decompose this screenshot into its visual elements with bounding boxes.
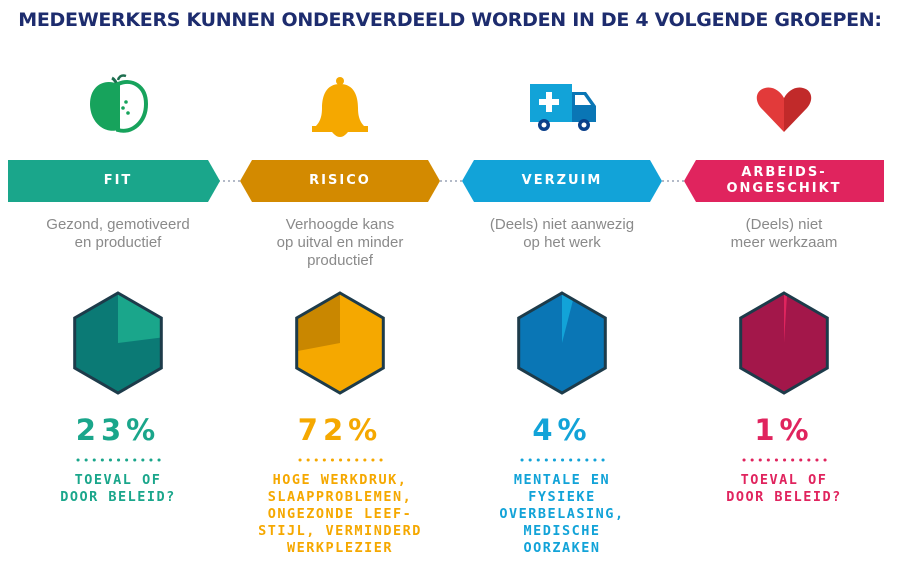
dots-divider (76, 458, 162, 462)
note-line: STIJL, VERMINDERD (258, 523, 422, 539)
heart-icon (756, 87, 812, 132)
description-line: en productief (74, 234, 162, 251)
note-line: TOEVAL OF (740, 472, 828, 488)
banner-shape (684, 160, 884, 202)
hexagon-fill (784, 293, 790, 343)
group-verzuim: VERZUIM (Deels) niet aanwezig op het wer… (452, 0, 672, 572)
note-line: TOEVAL OF (74, 472, 162, 488)
hexagon-outline (739, 291, 829, 395)
connector-2 (440, 180, 462, 182)
dots-divider (298, 458, 384, 462)
description-line: (Deels) niet aanwezig (489, 216, 635, 233)
percentage-value: 23% (75, 413, 161, 447)
note-line: WERKPLEZIER (287, 540, 393, 556)
banner-shape (462, 160, 662, 202)
group-note: HOGE WERKDRUK, SLAAPPROBLEMEN, ONGEZONDE… (230, 472, 450, 557)
percentage-value: 72% (297, 413, 383, 447)
banner-shape (240, 160, 440, 202)
group-note: MENTALE EN FYSIEKE OVERBELASING, MEDISCH… (452, 472, 672, 557)
note-line: MENTALE EN (513, 472, 611, 488)
description-line: op uitval en minder (276, 234, 404, 251)
banner-label: ARBEIDS- ONGESCHIKT (674, 160, 894, 202)
description-line: Gezond, gemotiveerd (46, 216, 190, 233)
banner-label: VERZUIM (521, 173, 603, 188)
group-note: TOEVAL OF DOOR BELEID? (674, 472, 894, 506)
group-description: (Deels) niet aanwezig op het werk (462, 216, 662, 252)
banner-risico: RISICO (230, 160, 450, 202)
banner-label-line: ARBEIDS- (741, 165, 827, 180)
note-line: OORZAKEN (523, 540, 601, 556)
connector-1 (218, 180, 240, 182)
banner-arbeidsongeschikt: ARBEIDS- ONGESCHIKT (674, 160, 894, 202)
note-line: FYSIEKE (528, 489, 596, 505)
percentage-value: 4% (532, 413, 592, 447)
apple-icon (90, 74, 149, 133)
connector-3 (662, 180, 686, 182)
group-fit: FIT Gezond, gemotiveerd en productief 23… (8, 0, 228, 572)
hexagon-gauge (73, 291, 163, 395)
group-arbeidsongeschikt: ARBEIDS- ONGESCHIKT (Deels) niet meer we… (674, 0, 894, 572)
hexagon-fill (562, 293, 582, 343)
description-line: Verhoogde kans (285, 216, 395, 233)
banner-label: FIT (103, 173, 133, 188)
hexagon-gauge (739, 291, 829, 395)
hexagon-outline (295, 291, 385, 395)
note-line: DOOR BELEID? (726, 489, 842, 505)
ambulance-icon (530, 84, 596, 131)
banner-fit: FIT (8, 160, 228, 202)
group-description: Gezond, gemotiveerd en productief (18, 216, 218, 252)
description-line: op het werk (523, 234, 601, 251)
dots-divider (742, 458, 828, 462)
note-line: MEDISCHE (523, 523, 601, 539)
group-risico: RISICO Verhoogde kans op uitval en minde… (230, 0, 450, 572)
note-line: DOOR BELEID? (60, 489, 176, 505)
percentage-value: 1% (754, 413, 814, 447)
banner-label: RISICO (309, 173, 371, 188)
group-description: Verhoogde kans op uitval en minder produ… (240, 216, 440, 270)
page-title: MEDEWERKERS KUNNEN ONDERVERDEELD WORDEN … (18, 9, 882, 31)
note-line: HOGE WERKDRUK, (272, 472, 408, 488)
group-description: (Deels) niet meer werkzaam (684, 216, 884, 252)
hexagon-outline (517, 291, 607, 395)
hexagon-gauge (517, 291, 607, 395)
banner-label-line: ONGESCHIKT (726, 181, 842, 196)
hexagon-gauge (295, 291, 385, 395)
note-line: OVERBELASING, (499, 506, 625, 522)
description-line: meer werkzaam (730, 234, 838, 251)
bell-icon (312, 77, 368, 137)
banner-verzuim: VERZUIM (452, 160, 672, 202)
dots-divider (520, 458, 606, 462)
group-note: TOEVAL OF DOOR BELEID? (8, 472, 228, 506)
description-line: (Deels) niet (745, 216, 823, 233)
note-line: ONGEZONDE LEEF- (267, 506, 413, 522)
hexagon-outline (73, 291, 163, 395)
description-line: productief (307, 252, 373, 269)
note-line: SLAAPPROBLEMEN, (267, 489, 413, 505)
banner-shape (8, 160, 220, 202)
